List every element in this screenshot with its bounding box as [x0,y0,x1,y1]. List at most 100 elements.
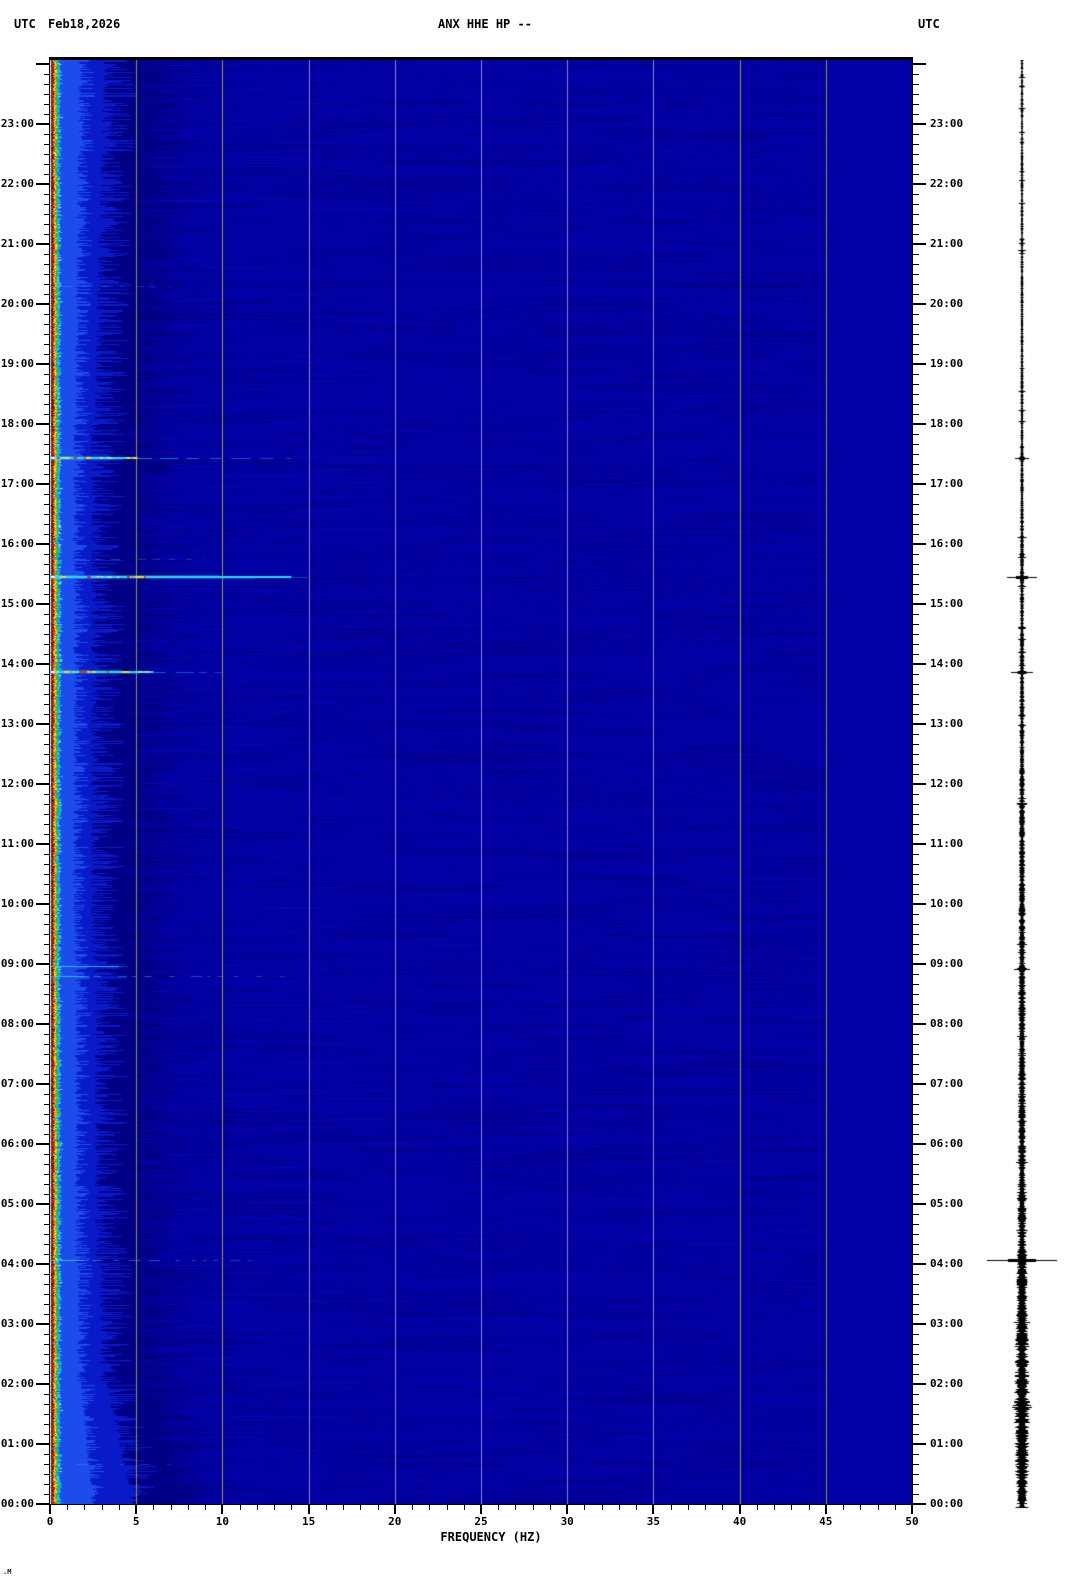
freq-tick [756,1505,758,1510]
left-time-tick [36,243,50,245]
left-time-tick [44,1004,50,1005]
freq-tick [343,1505,345,1510]
left-time-tick [44,534,50,535]
left-time-tick [44,1214,50,1215]
left-time-tick [44,214,50,215]
right-time-tick [913,1214,919,1215]
right-time-tick [913,694,919,695]
right-time-tick [913,204,919,205]
left-time-tick [44,134,50,135]
left-hour-label: 08:00 [0,1017,34,1030]
left-time-tick [36,423,50,425]
right-time-tick [913,1244,919,1245]
left-time-tick [44,1224,50,1225]
left-time-tick [36,603,50,605]
left-time-tick [44,514,50,515]
freq-tick [307,1505,310,1514]
freq-tick [429,1505,431,1510]
right-time-tick [913,554,919,555]
left-time-tick [36,483,50,485]
left-hour-label: 03:00 [0,1317,34,1330]
left-time-tick [44,494,50,495]
right-time-tick [913,1143,926,1145]
freq-tick [393,1505,396,1514]
right-time-tick [913,454,919,455]
right-time-tick [913,234,919,235]
left-time-tick [44,1434,50,1435]
right-hour-label: 17:00 [930,477,964,490]
left-time-tick [44,734,50,735]
left-hour-label: 09:00 [0,957,34,970]
left-hour-label: 18:00 [0,417,34,430]
right-time-tick [913,1184,919,1185]
freq-tick [84,1505,86,1510]
freq-tick [601,1505,603,1510]
right-time-tick [913,1254,919,1255]
left-time-tick [44,1194,50,1195]
right-time-tick [913,514,919,515]
freq-tick [274,1505,276,1510]
right-time-tick [913,394,919,395]
right-time-tick [913,644,919,645]
left-hour-label: 16:00 [0,537,34,550]
left-hour-label: 11:00 [0,837,34,850]
left-time-tick [44,1354,50,1355]
left-time-tick [44,644,50,645]
right-time-tick [913,584,919,585]
right-hour-label: 23:00 [930,117,964,130]
right-time-tick [913,1334,919,1335]
left-hour-label: 21:00 [0,237,34,250]
left-time-tick [44,1334,50,1335]
right-time-tick [913,1274,919,1275]
left-time-tick [44,1134,50,1135]
right-time-tick [913,1104,919,1105]
left-time-tick [44,804,50,805]
right-time-tick [913,1234,919,1235]
freq-tick [67,1505,69,1510]
right-time-tick [913,534,919,535]
right-time-tick [913,334,919,335]
freq-tick [187,1505,189,1510]
left-time-tick [44,924,50,925]
freq-tick-label: 35 [646,1515,661,1528]
left-time-tick [44,834,50,835]
left-time-tick [44,194,50,195]
right-time-tick [913,214,919,215]
spectrogram-plot [49,57,913,1505]
right-time-tick [913,374,919,375]
left-time-tick [44,1344,50,1345]
left-hour-label: 00:00 [0,1497,34,1510]
right-time-tick [913,1443,926,1445]
freq-tick [652,1505,655,1514]
right-time-tick [913,104,919,105]
left-time-tick [36,1323,50,1325]
page-title: ANX HHE HP -- [438,17,532,31]
right-time-tick [913,594,919,595]
right-time-tick [913,864,919,865]
right-time-tick [913,1424,919,1425]
right-time-tick [913,1004,919,1005]
freq-tick [377,1505,379,1510]
right-time-tick [913,603,926,605]
right-time-tick [913,63,926,65]
left-time-tick [44,674,50,675]
left-time-tick [36,1443,50,1445]
left-time-tick [44,1404,50,1405]
right-time-tick [913,824,919,825]
left-time-tick [44,914,50,915]
left-time-tick [44,874,50,875]
left-hour-label: 10:00 [0,897,34,910]
left-hour-label: 23:00 [0,117,34,130]
right-time-tick [913,134,919,135]
left-time-tick [36,1263,50,1265]
right-time-tick [913,674,919,675]
freq-tick [808,1505,810,1510]
right-time-tick [913,1263,926,1265]
right-time-tick [913,423,926,425]
right-time-tick [913,654,919,655]
right-time-tick [913,944,919,945]
left-time-tick [44,334,50,335]
freq-tick [239,1505,241,1510]
right-time-tick [913,174,919,175]
freq-tick [566,1505,569,1514]
